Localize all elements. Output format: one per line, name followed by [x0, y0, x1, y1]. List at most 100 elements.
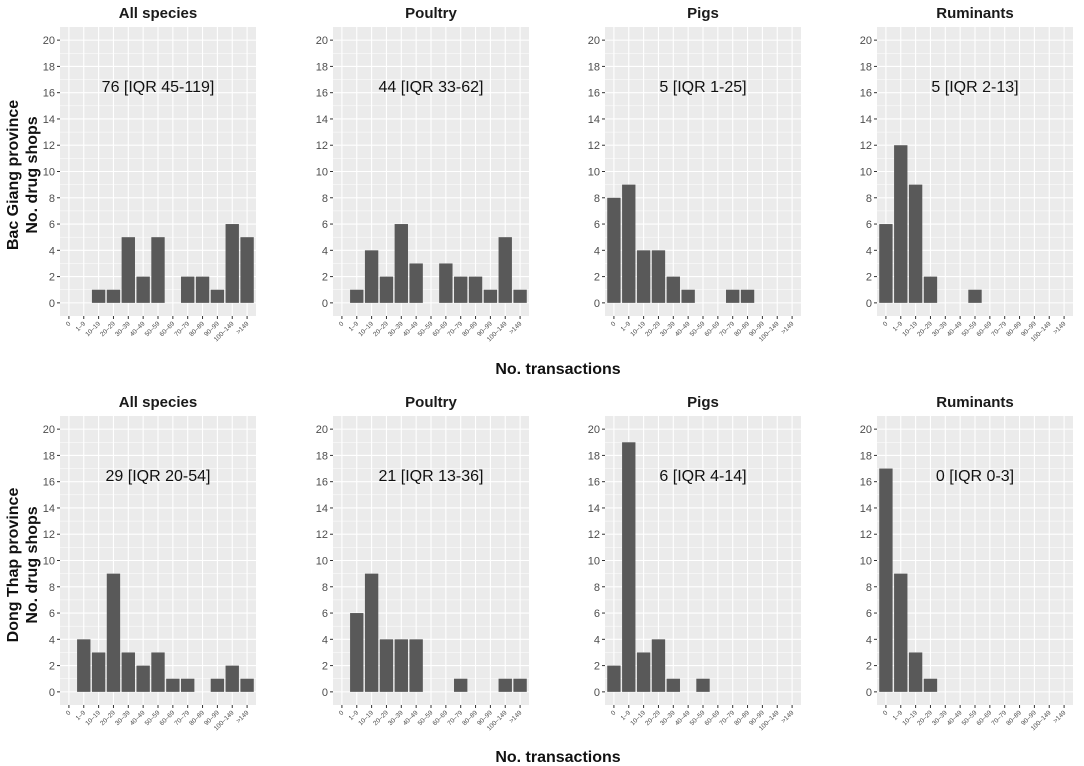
r2-pigs-xtick-label: 10–19: [629, 709, 647, 727]
r2-pigs-xtick-label: 0: [610, 709, 618, 717]
r2-pigs-ytick-label: 18: [588, 450, 600, 462]
r2-poultry-xtick-label: 80–89: [461, 709, 479, 727]
r1-ruminants-xtick-label: 40–49: [946, 320, 964, 338]
r1-poultry-xtick-label: 30–39: [387, 320, 405, 338]
r1-all-species-title: All species: [119, 5, 197, 22]
r1-pigs-xtick-label: 30–39: [659, 320, 677, 338]
r1-pigs-xtick-label: 80–89: [733, 320, 751, 338]
r2-pigs-bar-4: [666, 678, 680, 692]
r2-all-species-ytick-label: 20: [43, 424, 55, 436]
r1-ruminants-ytick-label: 6: [866, 219, 872, 231]
r1-all-species-bar-2: [91, 289, 106, 303]
r1-pigs-xtick-label: >149: [780, 320, 796, 336]
r1-ruminants-xtick-label: 60–69: [976, 320, 994, 338]
r2-ruminants-xtick-label: 0: [882, 709, 890, 717]
r2-all-species-xtick-label: 0: [65, 709, 73, 717]
row1-ylabel-line1: Bac Giang province: [5, 100, 22, 250]
r1-poultry-ytick-label: 12: [316, 140, 328, 152]
r1-poultry-xtick-label: >149: [508, 320, 524, 336]
r1-ruminants-bar-6: [968, 289, 982, 303]
r2-ruminants-ytick-label: 18: [860, 450, 872, 462]
r2-ruminants-title: Ruminants: [936, 394, 1014, 411]
r1-pigs-bar-0: [607, 197, 621, 303]
r1-poultry-bar-12: [513, 289, 527, 303]
r2-poultry-xtick-label: 60–69: [432, 709, 450, 727]
r1-all-species-annotation: 76 [IQR 45-119]: [102, 79, 215, 96]
r1-all-species-xtick-label: 40–49: [129, 320, 147, 338]
r2-ruminants-ytick-label: 0: [866, 687, 872, 699]
r2-poultry-ytick-label: 4: [322, 634, 328, 646]
r2-ruminants-ytick-label: 14: [860, 503, 872, 515]
r1-poultry-bar-11: [498, 237, 512, 303]
r1-ruminants-annotation: 5 [IQR 2-13]: [931, 79, 1018, 96]
r1-ruminants-xtick-label: 10–19: [901, 320, 919, 338]
r2-poultry-xtick-label: 70–79: [446, 709, 464, 727]
r1-ruminants-xtick-label: 20–29: [916, 320, 934, 338]
r1-ruminants-ytick-label: 4: [866, 245, 872, 257]
r1-pigs-ytick-label: 20: [588, 35, 600, 47]
r2-poultry-ytick-label: 2: [322, 661, 328, 673]
r1-ruminants-xtick-label: 80–89: [1005, 320, 1023, 338]
r1-pigs-xtick-label: 60–69: [704, 320, 722, 338]
r1-poultry-xtick-label: 0: [338, 320, 346, 328]
r2-pigs-xtick-label: 50–59: [689, 709, 707, 727]
r1-all-species-bar-12: [240, 237, 254, 303]
row1-xlabel: No. transactions: [495, 361, 620, 378]
r1-poultry-bar-10: [483, 289, 498, 303]
r2-all-species-xtick-label: 10–19: [84, 709, 102, 727]
r1-all-species-xtick-label: 0: [65, 320, 73, 328]
r2-all-species-ytick-label: 2: [49, 661, 55, 673]
r2-poultry-xtick-label: >149: [508, 709, 524, 725]
r1-poultry-xtick-label: 60–69: [432, 320, 450, 338]
r1-poultry-ytick-label: 14: [316, 114, 328, 126]
r1-ruminants-bar-2: [908, 184, 923, 303]
r1-poultry-bar-7: [439, 263, 453, 303]
r1-pigs-bar-4: [666, 276, 680, 303]
r1-all-species-bar-4: [121, 237, 135, 303]
r2-all-species-bar-6: [151, 652, 165, 692]
r2-all-species-bar-12: [240, 678, 254, 692]
r1-pigs-xtick-label: 10–19: [629, 320, 647, 338]
r2-poultry-ytick-label: 12: [316, 529, 328, 541]
r1-all-species-xtick-label: 50–59: [144, 320, 162, 338]
r2-all-species-xtick-label: 80–89: [188, 709, 206, 727]
r1-ruminants-xtick-label: 30–39: [931, 320, 949, 338]
r2-all-species-bar-2: [91, 652, 106, 692]
r2-pigs-xtick-label: 60–69: [704, 709, 722, 727]
r2-poultry-ytick-label: 18: [316, 450, 328, 462]
r1-poultry-ytick-label: 0: [322, 298, 328, 310]
r2-all-species-ytick-label: 16: [43, 477, 55, 489]
r2-pigs-annotation: 6 [IQR 4-14]: [659, 468, 746, 485]
r2-pigs-bar-0: [607, 665, 621, 692]
r2-pigs-title: Pigs: [687, 394, 719, 411]
r1-pigs-ytick-label: 0: [594, 298, 600, 310]
r1-poultry-ytick-label: 4: [322, 245, 328, 257]
r1-pigs-xtick-label: 20–29: [644, 320, 662, 338]
r2-pigs-ytick-label: 0: [594, 687, 600, 699]
r1-all-species-bar-8: [181, 276, 195, 303]
r1-pigs-bar-1: [622, 184, 636, 303]
r1-poultry-ytick-label: 8: [322, 193, 328, 205]
r2-poultry-title: Poultry: [405, 394, 457, 411]
r2-ruminants-xtick-label: 80–89: [1005, 709, 1023, 727]
r1-all-species-bar-9: [195, 276, 210, 303]
r1-all-species-bar-5: [136, 276, 150, 303]
r2-poultry-xtick-label: 20–29: [372, 709, 390, 727]
r1-all-species-xtick-label: >149: [235, 320, 251, 336]
r2-pigs-xtick-label: 80–89: [733, 709, 751, 727]
r2-poultry-xtick-label: 10–19: [357, 709, 375, 727]
r2-ruminants-xtick-label: 70–79: [990, 709, 1008, 727]
r1-poultry-xtick-label: 50–59: [417, 320, 435, 338]
r1-poultry-xtick-label: 70–79: [446, 320, 464, 338]
r2-ruminants-ytick-label: 12: [860, 529, 872, 541]
row2-xlabel: No. transactions: [495, 749, 620, 766]
r1-pigs-bar-3: [651, 250, 666, 303]
r1-ruminants-ytick-label: 18: [860, 61, 872, 73]
r1-pigs-bar-2: [636, 250, 651, 303]
